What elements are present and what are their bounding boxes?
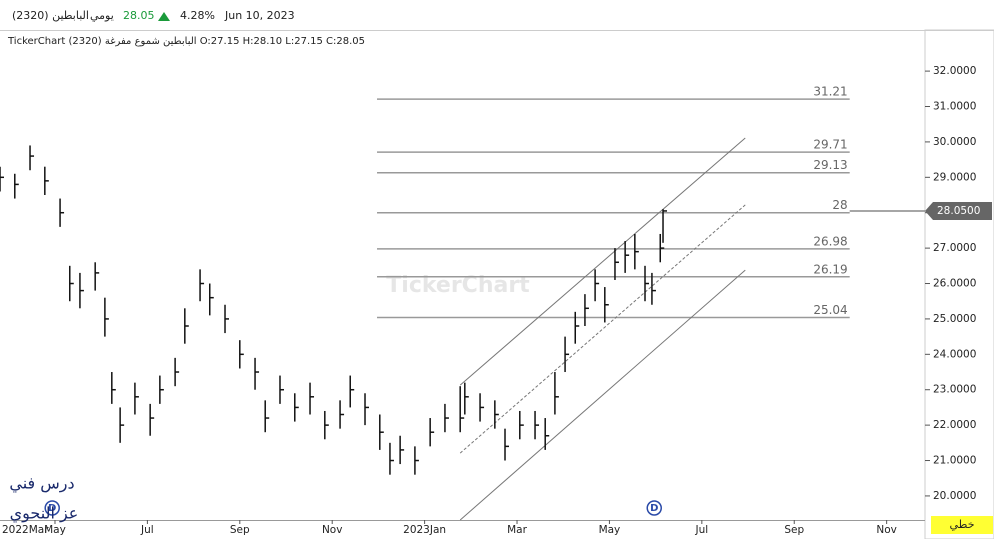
- fib-level-label: 29.71: [813, 138, 847, 152]
- y-tick-label: 24.0000: [933, 348, 976, 360]
- header-period: يومي: [90, 9, 114, 22]
- x-tick-label: Mar: [507, 524, 527, 536]
- channel-line: [459, 137, 746, 386]
- fib-level-label: 31.21: [813, 85, 847, 99]
- legend-line: TickerChart البابطين شموع مفرغة (2320) O…: [7, 36, 365, 47]
- y-tick-label: 23.0000: [933, 384, 976, 396]
- y-tick-label: 20.0000: [933, 490, 976, 502]
- event-label: D: [48, 503, 56, 514]
- y-tick-label: 27.0000: [933, 242, 976, 254]
- y-tick-label: 21.0000: [933, 455, 976, 467]
- y-tick-label: 32.0000: [933, 65, 976, 77]
- x-tick-label: May: [44, 524, 66, 536]
- x-tick-label: Sep: [230, 524, 250, 536]
- header-change: 4.28%: [180, 9, 215, 22]
- up-arrow: [158, 12, 170, 21]
- x-tick-label: Nov: [322, 524, 343, 536]
- price-tag: [925, 201, 992, 220]
- y-tick-label: 25.0000: [933, 313, 976, 325]
- fib-level-label: 26.19: [813, 262, 847, 276]
- y-tick-label: 26.0000: [933, 278, 976, 290]
- y-tick-label: 29.0000: [933, 171, 976, 183]
- fib-level-label: 28: [832, 198, 847, 212]
- event-label: D: [650, 503, 658, 514]
- header-date: Jun 10, 2023: [224, 9, 295, 22]
- header-price: 28.05: [123, 9, 155, 22]
- x-tick-label: 2022Mar: [2, 524, 49, 536]
- y-tick-label: 31.0000: [933, 101, 976, 113]
- x-tick-label: Jul: [140, 524, 154, 536]
- x-tick-label: Sep: [784, 524, 804, 536]
- channel-line: [459, 269, 746, 521]
- header-symbol: البابطين (2320): [12, 9, 89, 22]
- event-marker: [646, 500, 662, 516]
- y-tick-label: 30.0000: [933, 136, 976, 148]
- fib-level-label: 29.13: [813, 158, 847, 172]
- channel-line: [459, 204, 746, 454]
- chart-type-label[interactable]: خطي: [950, 518, 975, 531]
- x-tick-label: 2023Jan: [403, 524, 446, 536]
- x-tick-label: May: [599, 524, 621, 536]
- y-tick-label: 22.0000: [933, 419, 976, 431]
- event-marker: [44, 500, 60, 516]
- plot: 20.0000 21.0000 22.0000 23.0000 24.0000 25.00…: [0, 65, 992, 536]
- price-axis-panel: [924, 29, 994, 540]
- price-tag-label: 28.0500: [937, 205, 980, 217]
- x-tick-label: Jul: [694, 524, 708, 536]
- fib-level-label: 25.04: [813, 303, 847, 317]
- overlay-text: عز النحوي: [10, 504, 79, 523]
- x-tick-label: Nov: [876, 524, 897, 536]
- fib-level-label: 26.98: [813, 234, 847, 248]
- chart-type-button[interactable]: [931, 516, 993, 534]
- overlay-text: درس فني: [9, 474, 74, 493]
